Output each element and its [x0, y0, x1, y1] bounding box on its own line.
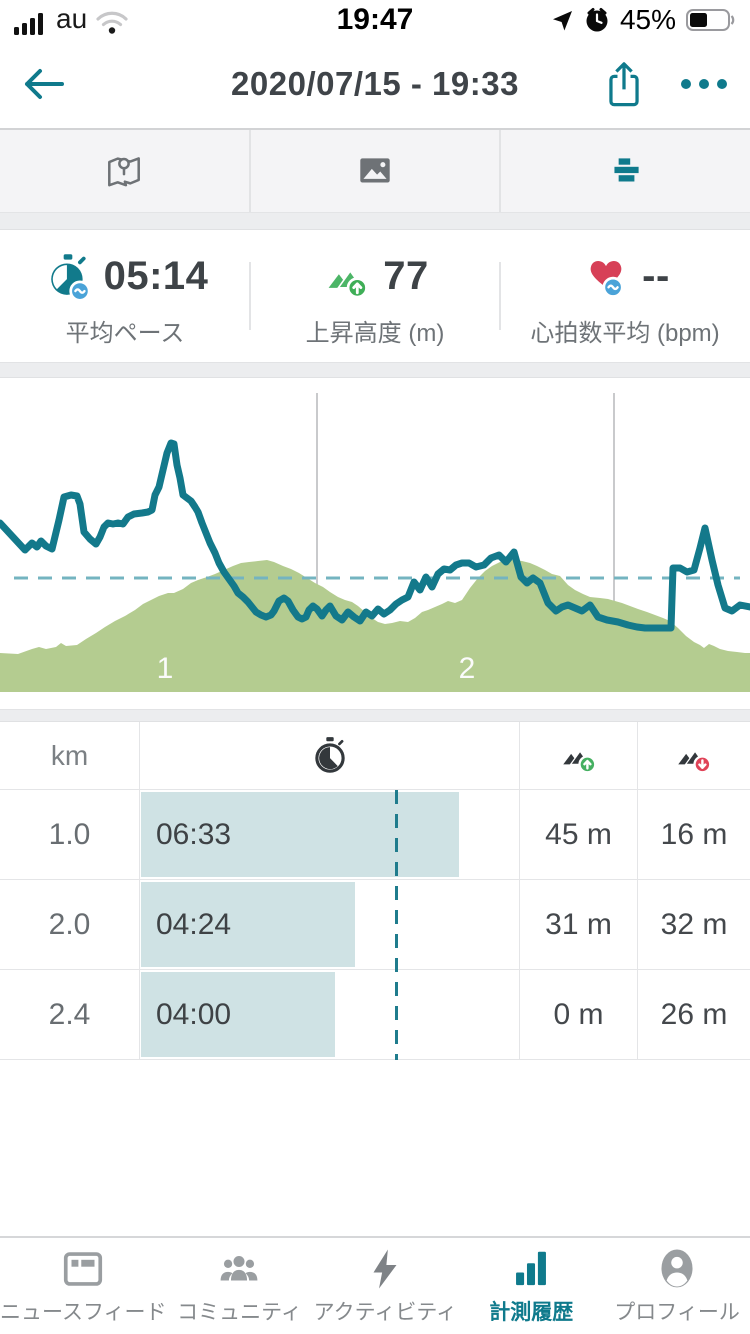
- stat-average-pace: 05:14 平均ペース: [0, 230, 250, 362]
- nav-item-newsfeed[interactable]: ニュースフィード: [0, 1238, 167, 1334]
- heart-rate-value: --: [642, 254, 670, 298]
- stopwatch-icon: [50, 253, 91, 302]
- split-gain: 31 m: [520, 880, 638, 970]
- chart-canvas: 1 2: [0, 393, 750, 692]
- alarm-clock-icon: [586, 8, 608, 32]
- signal-strength-icon: [14, 13, 43, 35]
- nav-item-activity[interactable]: アクティビティ: [312, 1238, 458, 1334]
- split-pace-cell: 06:33: [140, 790, 520, 880]
- nav-label: アクティビティ: [313, 1301, 458, 1324]
- split-pace-cell: 04:24: [140, 880, 520, 970]
- split-loss: 26 m: [638, 970, 750, 1060]
- pace-bar: [141, 972, 335, 1057]
- divider: [499, 262, 501, 330]
- summary-stats: 05:14 平均ペース 77 上昇高度 (m): [0, 230, 750, 362]
- nav-item-history[interactable]: 計測履歴: [458, 1238, 604, 1334]
- elevation-gain-value: 77: [383, 254, 429, 298]
- km-marker-label: 1: [157, 652, 174, 685]
- status-time: 19:47: [336, 3, 414, 36]
- splits-table: km: [0, 722, 750, 1060]
- tab-map[interactable]: [0, 130, 249, 212]
- wifi-icon: [96, 11, 128, 34]
- app-header: 2020/07/15 - 19:33: [0, 40, 750, 128]
- mountain-down-icon: [678, 749, 712, 773]
- nav-label: 計測履歴: [489, 1301, 574, 1324]
- share-icon: [609, 62, 639, 107]
- battery-icon: [686, 9, 735, 31]
- elevation-gain-label: 上昇高度 (m): [305, 319, 445, 347]
- km-marker-label: 2: [459, 652, 476, 685]
- location-arrow-icon: [552, 10, 572, 30]
- bottom-nav: ニュースフィード コミュニティ アクティビティ: [0, 1236, 750, 1334]
- stat-heart-rate: -- 心拍数平均 (bpm): [500, 230, 750, 362]
- map-pin-icon: [108, 157, 141, 187]
- stat-elevation-gain: 77 上昇高度 (m): [250, 230, 500, 362]
- page-title: 2020/07/15 - 19:33: [231, 65, 519, 102]
- col-header-loss: [638, 722, 750, 790]
- separator: [0, 709, 750, 722]
- nav-item-community[interactable]: コミュニティ: [167, 1238, 313, 1334]
- spacer: [0, 1060, 750, 1236]
- split-pace: 04:24: [156, 907, 232, 941]
- col-header-km: km: [0, 722, 140, 790]
- split-km: 2.4: [0, 970, 140, 1060]
- community-icon: [221, 1256, 258, 1281]
- back-button[interactable]: [22, 66, 66, 102]
- mountain-up-icon: [562, 749, 596, 773]
- pace-line-series: [0, 439, 750, 632]
- spacer: [0, 692, 750, 709]
- split-gain: 45 m: [520, 790, 638, 880]
- col-header-pace: [140, 722, 520, 790]
- split-pace: 04:00: [156, 997, 232, 1031]
- pace-elevation-chart: 1 2: [0, 378, 750, 692]
- pace-bar: [141, 882, 355, 967]
- split-gain: 0 m: [520, 970, 638, 1060]
- nav-label: コミュニティ: [177, 1301, 302, 1324]
- heart-rate-label: 心拍数平均 (bpm): [530, 319, 720, 347]
- nav-label: ニュースフィード: [0, 1301, 167, 1324]
- tab-splits[interactable]: [499, 130, 750, 212]
- activity-bolt-icon: [373, 1249, 397, 1289]
- media-tab-bar: [0, 128, 750, 213]
- split-loss: 16 m: [638, 790, 750, 880]
- split-km: 1.0: [0, 790, 140, 880]
- nav-item-profile[interactable]: プロフィール: [604, 1238, 750, 1334]
- average-pace-value: 05:14: [103, 254, 209, 298]
- stopwatch-icon: [314, 736, 345, 773]
- average-pace-marker-line: [395, 790, 398, 1060]
- profile-icon: [661, 1249, 693, 1288]
- pace-bar: [141, 792, 459, 877]
- split-pace-cell: 04:00: [140, 970, 520, 1060]
- split-km: 2.0: [0, 880, 140, 970]
- share-button[interactable]: [604, 59, 644, 109]
- col-header-gain: [520, 722, 638, 790]
- separator: [0, 362, 750, 378]
- carrier-label: au: [56, 3, 88, 34]
- separator: [0, 213, 750, 230]
- split-pace: 06:33: [156, 817, 232, 851]
- photo-icon: [360, 158, 390, 183]
- splits-bars-icon: [614, 158, 639, 182]
- more-options-button[interactable]: [680, 78, 728, 90]
- ellipsis-icon: [681, 79, 727, 89]
- battery-percent-label: 45%: [619, 4, 676, 35]
- elevation-area-series: [0, 560, 750, 692]
- back-arrow-icon: [25, 69, 64, 99]
- heart-rate-icon: [590, 260, 624, 298]
- average-pace-label: 平均ペース: [65, 319, 185, 347]
- history-bars-icon: [516, 1251, 547, 1286]
- tab-photos[interactable]: [248, 130, 500, 212]
- status-bar: au 19:47 45%: [0, 0, 750, 40]
- mountain-up-icon: [328, 269, 369, 298]
- divider: [249, 262, 251, 330]
- split-loss: 32 m: [638, 880, 750, 970]
- newsfeed-icon: [64, 1252, 103, 1286]
- nav-label: プロフィール: [614, 1301, 740, 1324]
